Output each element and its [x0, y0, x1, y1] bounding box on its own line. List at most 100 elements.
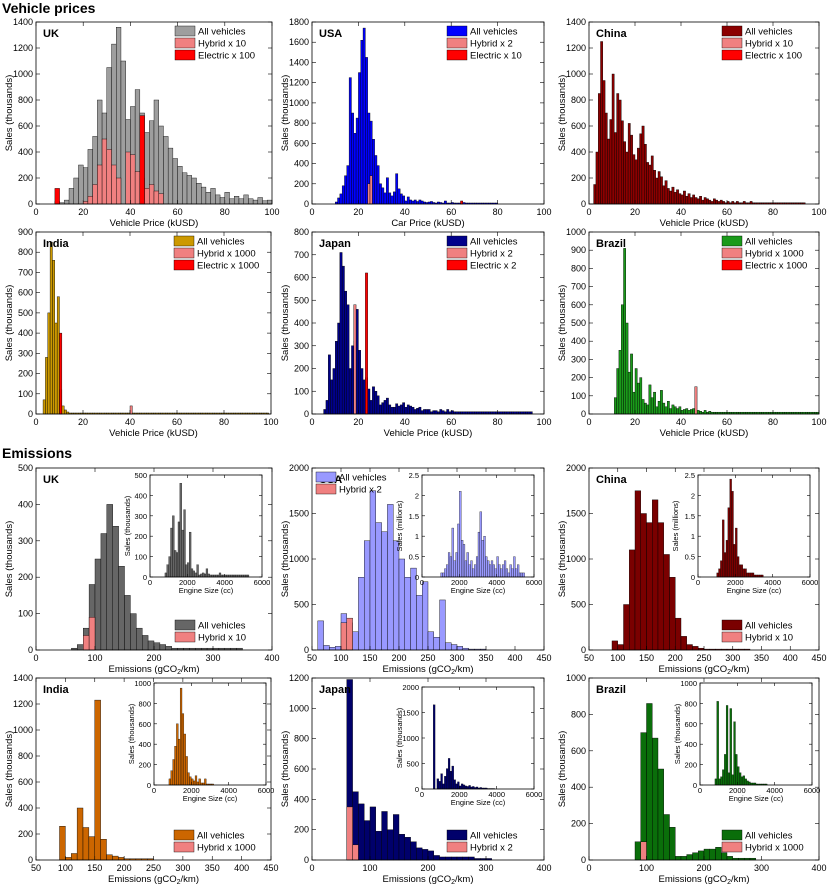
- price-india-ylabel: Sales (thousands): [4, 285, 15, 362]
- bar: [420, 200, 424, 205]
- axis-label-subscript: 2: [451, 669, 455, 676]
- y-tick-label: 0: [581, 855, 586, 865]
- bar: [634, 159, 638, 205]
- bar: [515, 568, 518, 578]
- bar: [337, 322, 341, 415]
- price-india-panel: 0 20 40 60 80 100 0 100 200 300 400 500 600 700 800 900…: [4, 227, 279, 439]
- bar: [690, 197, 693, 205]
- bar: [455, 783, 458, 790]
- bar: [360, 40, 364, 205]
- bar: [176, 723, 179, 786]
- bar: [459, 491, 462, 578]
- y-tick-label: 400: [571, 782, 586, 792]
- bar: [625, 322, 629, 415]
- x-tick-label: 200: [696, 863, 711, 873]
- bar: [616, 368, 620, 415]
- bar: [207, 573, 210, 578]
- price-japan-xlabel: Vehicle Price (kUSD): [384, 428, 473, 439]
- bar: [634, 490, 641, 651]
- bar: [325, 400, 329, 415]
- axis-label-part: Emissions (gCO: [108, 874, 177, 885]
- axis-label-part: /km): [181, 874, 199, 885]
- bar: [395, 403, 399, 415]
- bar: [517, 564, 520, 578]
- y-tick-label: 0: [28, 645, 33, 655]
- bar: [725, 705, 729, 786]
- bar: [650, 155, 654, 205]
- price-china-ylabel: Sales (thousands): [557, 75, 568, 152]
- bar: [153, 99, 159, 205]
- em-japan-xlabel: Emissions (gCO2/km): [383, 874, 474, 886]
- x-tick-label: 40: [125, 417, 135, 427]
- bar: [165, 646, 172, 651]
- bar: [433, 855, 440, 861]
- y-tick-label: 200: [571, 373, 586, 383]
- legend-label: Hybrid x 1000: [197, 843, 256, 854]
- bar: [330, 379, 334, 415]
- bar: [332, 368, 336, 415]
- y-tick-label: 1200: [289, 78, 309, 88]
- bar: [168, 778, 171, 786]
- price-japan-ylabel: Sales (thousands): [280, 285, 291, 362]
- bar: [436, 778, 439, 790]
- legend-label: All vehicles: [470, 27, 518, 38]
- x-tick-label: 250: [696, 653, 711, 663]
- y-tick-label: 400: [18, 803, 33, 813]
- bar: [364, 540, 371, 651]
- x-tick-label: 4000: [488, 578, 505, 587]
- bar: [202, 572, 205, 578]
- bar: [390, 406, 394, 415]
- y-tick-label: 2: [415, 491, 419, 500]
- bar: [637, 147, 640, 205]
- bar: [158, 193, 164, 205]
- x-tick-label: 40: [676, 417, 686, 427]
- y-tick-label: 1.5: [409, 512, 419, 521]
- bar: [200, 573, 203, 578]
- legend-label: Hybrid x 2: [470, 843, 513, 854]
- price-uk-panel: 0 20 40 60 80 1000200400600800100012001400UKV…: [4, 17, 280, 229]
- bar: [346, 304, 350, 415]
- bar: [116, 27, 122, 205]
- legend-swatch: [174, 37, 196, 49]
- bar: [112, 526, 119, 651]
- bar: [141, 635, 149, 651]
- x-tick-label: 80: [220, 207, 230, 217]
- y-tick-label: 100: [18, 389, 33, 399]
- bar: [470, 560, 473, 578]
- bar: [439, 599, 446, 651]
- bar: [468, 564, 471, 578]
- bar: [653, 391, 656, 415]
- y-tick-label: 0: [691, 573, 695, 582]
- x-tick-label: 40: [400, 207, 410, 217]
- bar: [219, 197, 226, 205]
- bar: [742, 775, 745, 786]
- bar: [355, 309, 359, 415]
- bar: [598, 93, 601, 205]
- y-tick-label: 200: [684, 761, 697, 770]
- x-tick-label: 80: [768, 417, 778, 427]
- bar: [727, 507, 730, 578]
- bar: [390, 195, 394, 205]
- bar: [409, 405, 412, 415]
- bar: [604, 112, 608, 205]
- bar: [234, 195, 240, 205]
- em-brazil-inset-frame: [699, 682, 813, 786]
- bar: [172, 759, 175, 786]
- bar: [630, 134, 633, 205]
- bar: [708, 411, 712, 415]
- bar: [611, 640, 618, 651]
- x-tick-label: 0: [148, 578, 152, 587]
- x-tick-label: 450: [811, 653, 826, 663]
- x-tick-label: 4000: [766, 786, 783, 795]
- bar: [381, 811, 388, 861]
- bar: [323, 409, 327, 415]
- bar: [411, 200, 415, 205]
- x-tick-label: 60: [446, 417, 456, 427]
- bar: [738, 564, 742, 578]
- legend-label: Electric x 100: [745, 51, 802, 62]
- bar: [386, 397, 389, 415]
- bar: [383, 400, 387, 415]
- bar: [623, 141, 626, 205]
- bar: [106, 504, 113, 651]
- bar: [358, 577, 365, 651]
